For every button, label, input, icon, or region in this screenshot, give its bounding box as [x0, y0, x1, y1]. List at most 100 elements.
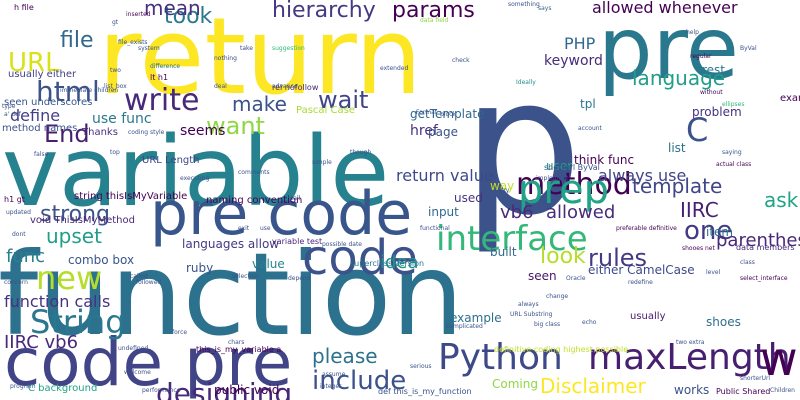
word: variable	[2, 116, 390, 228]
word: data members	[736, 243, 795, 252]
word: a' def	[4, 111, 21, 118]
word: top	[110, 149, 120, 156]
word: regular	[690, 53, 712, 60]
word: def this_is_my_function	[378, 387, 472, 396]
word: two	[110, 67, 121, 74]
word: C background	[28, 383, 98, 394]
word: designing	[156, 377, 293, 400]
word: way	[490, 179, 515, 193]
word: this_is_my_variable a	[196, 345, 282, 354]
word: return	[98, 0, 423, 118]
word: built	[490, 245, 517, 259]
word: item	[706, 225, 734, 239]
word: string thisIsMyVariable	[74, 191, 188, 202]
word: integer	[320, 383, 342, 390]
word: rel nofollow	[272, 83, 319, 92]
word: executing	[180, 175, 210, 182]
word: preferable definitive	[616, 225, 677, 232]
word: Thanks	[82, 127, 118, 138]
word: coding style	[128, 129, 165, 136]
word: return value	[396, 166, 494, 185]
word: will	[760, 332, 800, 386]
word: call	[290, 195, 301, 202]
word: upset	[46, 224, 102, 248]
word: rules	[588, 244, 648, 272]
word: pre	[598, 0, 739, 99]
word: file	[60, 28, 94, 53]
word: performance	[142, 387, 181, 394]
word: keyword	[544, 53, 603, 69]
word: IIRC	[680, 198, 719, 222]
word: saying	[722, 149, 742, 156]
word: inserted	[126, 11, 151, 18]
word: use	[260, 225, 271, 232]
word: depend	[288, 275, 311, 282]
word: two extra	[676, 339, 705, 346]
word: make	[232, 92, 287, 116]
word: href	[410, 123, 438, 139]
word: function calls	[4, 292, 111, 311]
word: URL Length	[142, 155, 200, 166]
word: Ideally	[516, 79, 536, 86]
word: page	[428, 125, 458, 139]
word: shooes net	[682, 245, 715, 252]
word: combo box	[68, 253, 135, 267]
word: define	[10, 106, 61, 125]
word: Children	[770, 387, 795, 394]
word: undefined	[118, 345, 149, 352]
word: force	[172, 329, 188, 336]
word: redefine	[628, 279, 653, 286]
word: says	[538, 5, 552, 12]
word: please	[312, 344, 378, 368]
word: type	[2, 103, 16, 110]
word: program	[10, 383, 36, 390]
word: method names	[2, 123, 78, 134]
word: selection	[232, 273, 259, 280]
word: chars	[228, 339, 245, 346]
word: system	[138, 45, 160, 52]
word: file_exists	[118, 39, 148, 46]
word: without	[700, 89, 723, 96]
word: Public Shared	[716, 387, 771, 396]
word: actual class	[716, 161, 752, 168]
word: hierarchy	[272, 0, 376, 23]
word: allowed whenever	[592, 0, 738, 17]
word: list_box	[104, 83, 127, 90]
word: html	[36, 75, 100, 108]
word: list	[668, 141, 686, 155]
word: method	[516, 167, 632, 202]
word: Python	[438, 337, 563, 378]
word: suggestion	[272, 45, 305, 52]
word: code	[302, 230, 418, 286]
word: superclass version	[350, 259, 425, 268]
word: variable test	[272, 237, 323, 246]
word: select_interface	[740, 275, 788, 282]
word: big class	[534, 321, 561, 328]
word: took	[164, 4, 213, 29]
word: include	[312, 366, 407, 396]
word: seems	[180, 123, 226, 139]
word: usually either	[8, 69, 77, 80]
word: maxLength	[588, 337, 791, 378]
word: either CamelCase	[588, 263, 695, 277]
word: take	[240, 45, 253, 52]
word: write	[124, 83, 200, 118]
word: complicated	[446, 323, 483, 330]
word: seen	[528, 269, 557, 283]
word: always	[518, 301, 539, 308]
word: shoes	[706, 315, 741, 329]
word: lt h1	[150, 73, 169, 82]
word: shorterUrl	[740, 375, 771, 382]
word: naming convention	[206, 195, 303, 206]
word: value	[252, 257, 285, 271]
word: ask	[764, 188, 799, 212]
word: input	[428, 205, 459, 219]
word: level	[706, 269, 721, 276]
word: echo	[582, 319, 597, 326]
word: strong	[40, 202, 111, 227]
word: function	[0, 228, 464, 361]
word: func	[6, 246, 46, 267]
word: data field	[420, 17, 449, 24]
word: ellipses	[722, 101, 745, 108]
